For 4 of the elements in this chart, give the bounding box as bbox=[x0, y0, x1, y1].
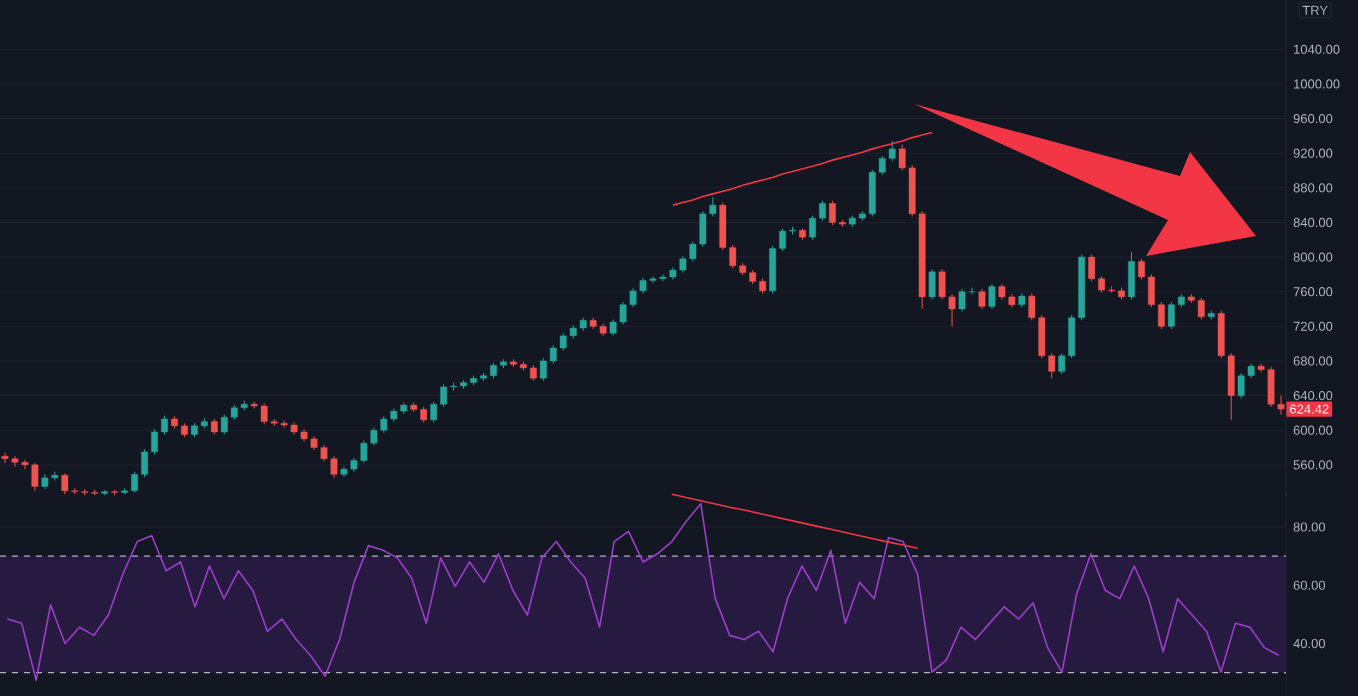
candlestick bbox=[978, 288, 986, 310]
candlestick bbox=[988, 283, 996, 310]
candlestick bbox=[1128, 251, 1135, 300]
candlestick bbox=[928, 268, 936, 300]
